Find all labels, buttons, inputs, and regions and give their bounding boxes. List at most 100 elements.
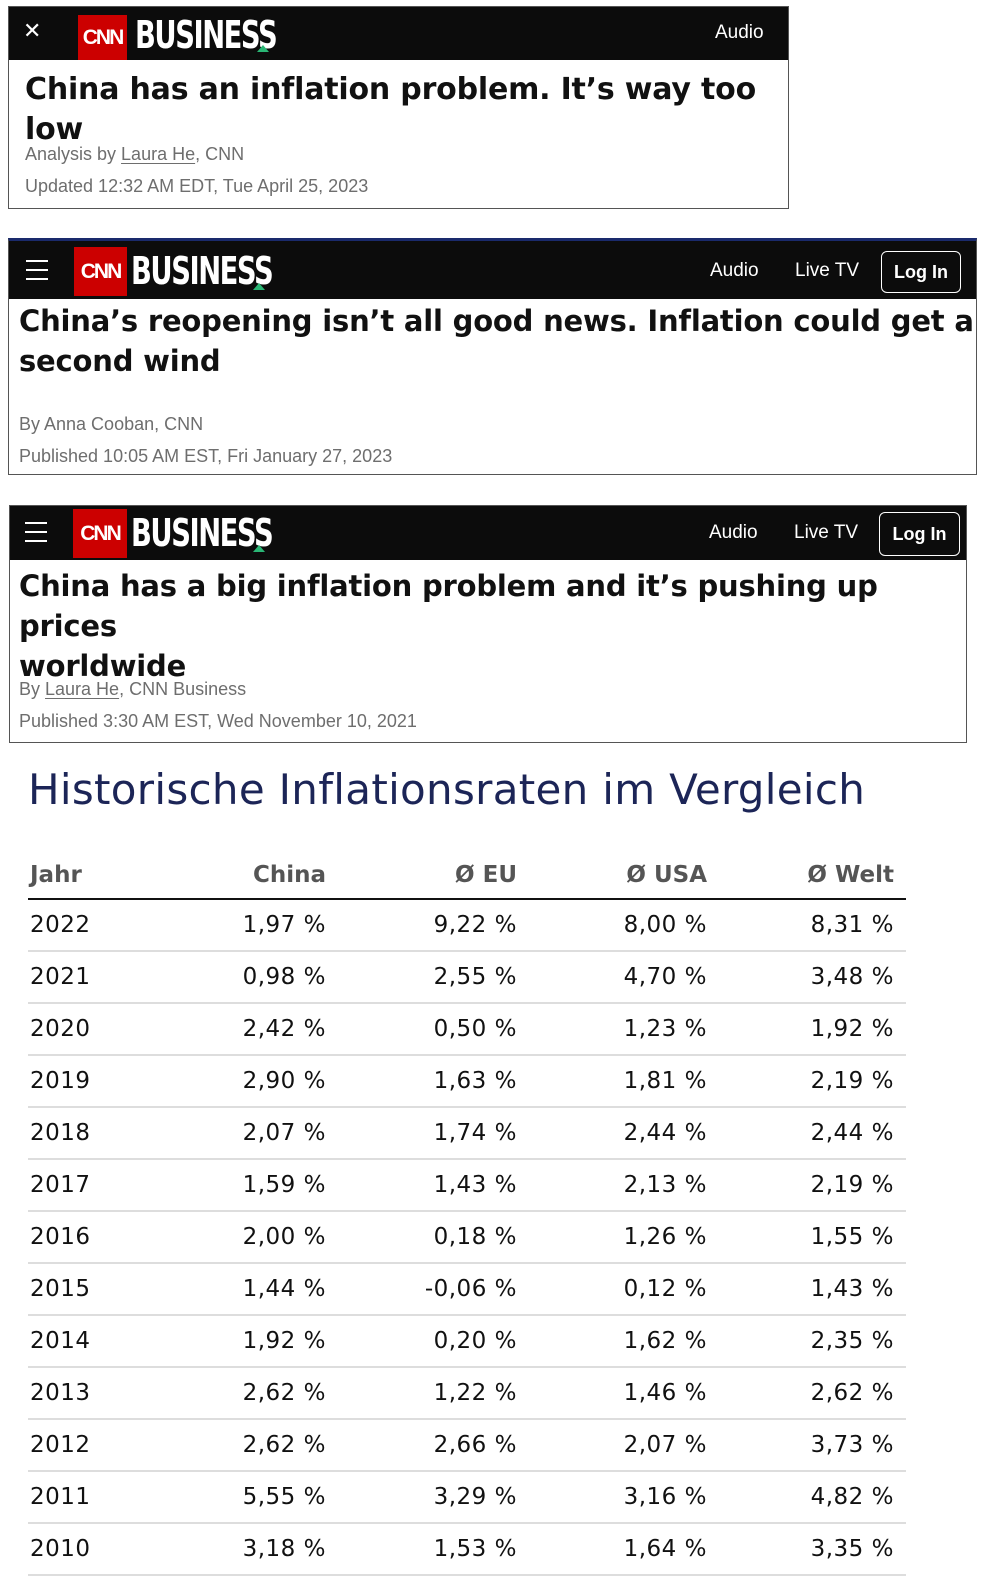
cell-usa: 2,44 % xyxy=(529,1107,719,1160)
cell-world: 2,19 % xyxy=(719,1159,906,1212)
table-row: 2012 2,62 % 2,66 % 2,07 % 3,73 % xyxy=(28,1419,906,1472)
cell-year: 2016 xyxy=(28,1211,192,1264)
article-date: Published 10:05 AM EST, Fri January 27, … xyxy=(19,446,393,466)
table-row: 2022 1,97 % 9,22 % 8,00 % 8,31 % xyxy=(28,899,906,952)
business-wordmark[interactable]: BUSINESS xyxy=(135,13,278,57)
table-row: 2010 3,18 % 1,53 % 1,64 % 3,35 % xyxy=(28,1523,906,1576)
cnn-logo[interactable]: CNN xyxy=(73,509,127,558)
article-card-2[interactable]: CNN BUSINESS Audio Live TV Log In China’… xyxy=(8,238,977,475)
business-wordmark[interactable]: BUSINESS xyxy=(131,249,274,293)
business-wordmark[interactable]: BUSINESS xyxy=(131,511,274,555)
headline-line-2: second wind xyxy=(19,344,221,378)
article-headline[interactable]: China’s reopening isn’t all good news. I… xyxy=(19,301,974,381)
headline-line-1: China’s reopening isn’t all good news. I… xyxy=(19,304,974,338)
cell-usa: 1,62 % xyxy=(529,1315,719,1368)
byline-suffix: , CNN xyxy=(195,144,245,164)
cell-china: 0,98 % xyxy=(192,951,338,1004)
cell-world: 2,44 % xyxy=(719,1107,906,1160)
cnn-header-bar: CNN BUSINESS Audio Live TV Log In xyxy=(9,241,976,299)
hamburger-icon[interactable] xyxy=(25,522,47,549)
nav-audio[interactable]: Audio xyxy=(709,522,758,543)
byline-prefix: By xyxy=(19,679,46,699)
cell-eu: 0,20 % xyxy=(338,1315,529,1368)
column-header-usa: Ø USA xyxy=(529,856,719,900)
cell-usa: 1,46 % xyxy=(529,1367,719,1420)
cell-year: 2021 xyxy=(28,951,192,1004)
login-button[interactable]: Log In xyxy=(879,512,960,556)
cell-eu: 9,22 % xyxy=(338,899,529,952)
byline-prefix: Analysis by xyxy=(25,144,122,164)
close-icon[interactable]: ✕ xyxy=(23,18,42,43)
cell-usa: 3,16 % xyxy=(529,1471,719,1524)
cell-year: 2011 xyxy=(28,1471,192,1524)
cell-usa: 2,13 % xyxy=(529,1159,719,1212)
cell-usa: 2,07 % xyxy=(529,1419,719,1472)
cell-china: 2,90 % xyxy=(192,1055,338,1108)
cell-china: 2,42 % xyxy=(192,1003,338,1056)
table-row: 2013 2,62 % 1,22 % 1,46 % 2,62 % xyxy=(28,1367,906,1420)
cell-year: 2017 xyxy=(28,1159,192,1212)
cell-world: 2,35 % xyxy=(719,1315,906,1368)
article-headline[interactable]: China has an inflation problem. It’s way… xyxy=(25,72,756,147)
byline-suffix: , CNN Business xyxy=(119,679,247,699)
cell-year: 2013 xyxy=(28,1367,192,1420)
cell-usa: 1,23 % xyxy=(529,1003,719,1056)
headline-line-2: worldwide xyxy=(19,649,187,683)
cell-year: 2014 xyxy=(28,1315,192,1368)
cell-eu: 1,63 % xyxy=(338,1055,529,1108)
cell-eu: -0,06 % xyxy=(338,1263,529,1316)
table-row: 2014 1,92 % 0,20 % 1,62 % 2,35 % xyxy=(28,1315,906,1368)
cell-china: 3,18 % xyxy=(192,1523,338,1576)
inflation-table: Jahr China Ø EU Ø USA Ø Welt 2022 1,97 % 9… xyxy=(28,856,906,1576)
cell-world: 8,31 % xyxy=(719,899,906,952)
cell-eu: 1,53 % xyxy=(338,1523,529,1576)
cnn-logo[interactable]: CNN xyxy=(74,247,127,296)
nav-audio[interactable]: Audio xyxy=(715,22,764,43)
cell-usa: 1,64 % xyxy=(529,1523,719,1576)
nav-live-tv[interactable]: Live TV xyxy=(795,260,860,281)
author-link[interactable]: Laura He xyxy=(121,144,196,164)
cell-usa: 1,81 % xyxy=(529,1055,719,1108)
author-link[interactable]: Laura He xyxy=(45,679,120,699)
cell-world: 1,43 % xyxy=(719,1263,906,1316)
cell-eu: 3,29 % xyxy=(338,1471,529,1524)
cell-year: 2019 xyxy=(28,1055,192,1108)
article-headline[interactable]: China has a big inflation problem and it… xyxy=(19,566,966,686)
login-button[interactable]: Log In xyxy=(881,251,961,293)
table-row: 2018 2,07 % 1,74 % 2,44 % 2,44 % xyxy=(28,1107,906,1160)
column-header-world: Ø Welt xyxy=(719,856,906,900)
cell-world: 2,19 % xyxy=(719,1055,906,1108)
cnn-logo[interactable]: CNN xyxy=(78,15,127,60)
cell-eu: 0,18 % xyxy=(338,1211,529,1264)
cell-china: 2,62 % xyxy=(192,1419,338,1472)
article-card-1[interactable]: ✕ CNN BUSINESS Audio China has an inflat… xyxy=(8,6,789,209)
cell-year: 2018 xyxy=(28,1107,192,1160)
cell-eu: 1,74 % xyxy=(338,1107,529,1160)
cell-china: 1,97 % xyxy=(192,899,338,952)
cell-eu: 1,43 % xyxy=(338,1159,529,1212)
cell-world: 2,62 % xyxy=(719,1367,906,1420)
business-accent-icon xyxy=(257,45,269,52)
nav-audio[interactable]: Audio xyxy=(710,260,759,281)
cnn-header-bar: CNN BUSINESS Audio Live TV Log In xyxy=(10,506,966,560)
nav-live-tv[interactable]: Live TV xyxy=(794,522,859,543)
cell-usa: 4,70 % xyxy=(529,951,719,1004)
article-date: Updated 12:32 AM EDT, Tue April 25, 2023 xyxy=(25,176,369,196)
cell-world: 4,82 % xyxy=(719,1471,906,1524)
cell-usa: 8,00 % xyxy=(529,899,719,952)
hamburger-icon[interactable] xyxy=(26,260,48,287)
table-row: 2021 0,98 % 2,55 % 4,70 % 3,48 % xyxy=(28,951,906,1004)
cell-china: 2,62 % xyxy=(192,1367,338,1420)
cell-usa: 0,12 % xyxy=(529,1263,719,1316)
table-row: 2016 2,00 % 0,18 % 1,26 % 1,55 % xyxy=(28,1211,906,1264)
table-row: 2019 2,90 % 1,63 % 1,81 % 2,19 % xyxy=(28,1055,906,1108)
column-header-eu: Ø EU xyxy=(338,856,529,900)
cell-eu: 0,50 % xyxy=(338,1003,529,1056)
column-header-china: China xyxy=(192,856,338,900)
cell-year: 2020 xyxy=(28,1003,192,1056)
cnn-header-bar: ✕ CNN BUSINESS Audio xyxy=(9,7,788,60)
article-card-3[interactable]: CNN BUSINESS Audio Live TV Log In China … xyxy=(9,505,967,743)
table-row: 2011 5,55 % 3,29 % 3,16 % 4,82 % xyxy=(28,1471,906,1524)
cell-world: 1,55 % xyxy=(719,1211,906,1264)
cell-year: 2015 xyxy=(28,1263,192,1316)
